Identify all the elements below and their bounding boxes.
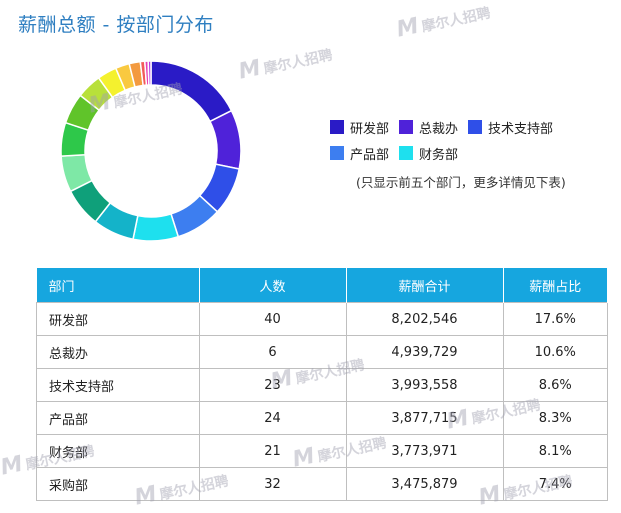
legend-label: 技术支持部 (488, 121, 554, 137)
donut-chart (60, 60, 242, 242)
salary-table: 部门 人数 薪酬合计 薪酬占比 研发部 40 8,202,546 17.6% 总… (36, 268, 608, 501)
donut-slice-16 (147, 60, 152, 86)
cell-salary-share: 10.6% (502, 335, 608, 369)
legend-item-tech-support: 技术支持部 (468, 118, 553, 137)
chart-title: 薪酬总额 - 按部门分布 (18, 14, 214, 36)
legend-item-product: 产品部 (330, 144, 389, 163)
watermark-logo: M摩尔人招聘 (394, 5, 493, 43)
legend-row-1: 研发部 总裁办 技术支持部 (330, 114, 563, 140)
cell-headcount: 32 (198, 467, 347, 501)
table-row: 技术支持部 23 3,993,558 8.6% (36, 368, 608, 402)
legend-label: 产品部 (350, 147, 390, 163)
table-row: 产品部 24 3,877,715 8.3% (36, 401, 608, 435)
cell-headcount: 21 (198, 434, 347, 468)
legend-swatch (399, 146, 414, 160)
legend-swatch (468, 120, 483, 134)
cell-salary-total: 8,202,546 (345, 302, 504, 336)
cell-salary-share: 8.6% (502, 368, 608, 402)
table-row: 研发部 40 8,202,546 17.6% (36, 302, 608, 336)
legend-swatch (399, 120, 414, 134)
header-headcount: 人数 (199, 268, 347, 303)
cell-salary-share: 7.4% (502, 467, 608, 501)
cell-department: 产品部 (36, 401, 200, 435)
cell-salary-share: 17.6% (502, 302, 608, 336)
header-salary-total: 薪酬合计 (346, 268, 504, 303)
cell-salary-share: 8.1% (502, 434, 608, 468)
cell-salary-share: 8.3% (502, 401, 608, 435)
legend-label: 研发部 (350, 121, 390, 137)
cell-salary-total: 4,939,729 (345, 335, 504, 369)
table-row: 财务部 21 3,773,971 8.1% (36, 434, 608, 468)
donut-slice-财务部 (132, 212, 180, 242)
legend-swatch (330, 146, 344, 160)
cell-headcount: 24 (198, 401, 347, 435)
donut-slice-研发部 (150, 60, 233, 123)
cell-salary-total: 3,877,715 (345, 401, 504, 435)
table-row: 总裁办 6 4,939,729 10.6% (36, 335, 608, 369)
chart-legend: 研发部 总裁办 技术支持部 产品部 财务部 (330, 114, 563, 166)
cell-department: 财务部 (36, 434, 200, 468)
cell-department: 总裁办 (36, 335, 200, 369)
legend-swatch (330, 120, 344, 134)
table-row: 采购部 32 3,475,879 7.4% (36, 467, 608, 501)
table-header-row: 部门 人数 薪酬合计 薪酬占比 (36, 268, 608, 303)
donut-slice-总裁办 (208, 109, 242, 170)
header-department: 部门 (36, 268, 200, 303)
cell-salary-total: 3,475,879 (345, 467, 504, 501)
cell-department: 采购部 (36, 467, 200, 501)
watermark-logo: M摩尔人招聘 (236, 47, 335, 85)
header-salary-share: 薪酬占比 (503, 268, 608, 303)
legend-row-2: 产品部 财务部 (330, 140, 563, 166)
cell-salary-total: 3,993,558 (345, 368, 504, 402)
legend-label: 总裁办 (419, 121, 459, 137)
legend-note: (只显示前五个部门，更多详情见下表) (356, 175, 566, 190)
legend-item-finance: 财务部 (399, 144, 458, 163)
cell-headcount: 23 (198, 368, 347, 402)
cell-headcount: 6 (198, 335, 347, 369)
cell-headcount: 40 (198, 302, 347, 336)
legend-item-ceo-office: 总裁办 (399, 118, 458, 137)
cell-salary-total: 3,773,971 (345, 434, 504, 468)
legend-label: 财务部 (419, 147, 459, 163)
cell-department: 技术支持部 (36, 368, 200, 402)
legend-item-rd: 研发部 (330, 118, 389, 137)
cell-department: 研发部 (36, 302, 200, 336)
